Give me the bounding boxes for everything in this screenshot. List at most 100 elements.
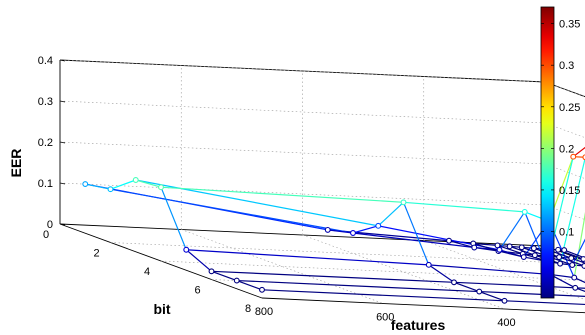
bit-tick-label: 4	[144, 266, 150, 278]
mesh-line-feature-400	[377, 201, 404, 227]
mesh-line-bit-6	[211, 270, 455, 283]
data-point	[556, 254, 563, 261]
mesh-line-feature-120	[572, 146, 585, 158]
axis-ticks: 00.10.20.30.4024680200400600800	[38, 55, 516, 329]
mesh-line-bit-7	[236, 279, 480, 293]
mesh-line-feature-200	[499, 211, 526, 251]
data-point	[400, 199, 407, 206]
mesh-line-bit-8	[504, 300, 585, 306]
data-point	[569, 262, 576, 268]
mesh-line-feature-800	[185, 249, 212, 272]
mesh-line-feature-100	[509, 245, 536, 256]
data-point	[208, 268, 215, 275]
axes-edge-4	[544, 81, 585, 98]
mesh-line-feature-160	[473, 242, 499, 252]
mesh-line-feature-10	[563, 249, 585, 259]
y-axis-label: features	[391, 317, 446, 333]
data-point	[451, 279, 457, 286]
mesh-line-bit-5	[186, 249, 429, 266]
axes-edge-8	[261, 297, 585, 314]
mesh-line-bit-2	[110, 188, 354, 234]
data-point	[506, 243, 513, 250]
mesh-line-bit-1	[473, 242, 498, 246]
mesh-line-feature-200	[474, 246, 500, 251]
grid-z-left-0.3	[59, 100, 546, 124]
data-point	[259, 286, 265, 293]
data-point	[555, 246, 562, 253]
mesh-line-bit-6	[453, 281, 576, 289]
bit-tick-label: 0	[43, 229, 49, 241]
grid-z-left-0.2	[59, 141, 546, 165]
bit-tick-label: 8	[245, 303, 251, 315]
z-tick-label: 0.3	[38, 96, 53, 108]
data-point	[531, 252, 538, 259]
grid-bit-floor-4	[160, 260, 585, 281]
z-axis-label: EER	[8, 149, 24, 178]
colorbar-tick-label: 0.35	[559, 19, 580, 31]
eer-mesh	[82, 146, 585, 306]
mesh-line-feature-400	[428, 264, 455, 283]
mesh-line-bit-2	[352, 232, 475, 249]
feature-tick-label: 400	[497, 317, 515, 329]
data-point	[530, 245, 537, 252]
data-point	[582, 154, 585, 161]
bit-tick-label: 6	[194, 285, 200, 297]
mesh-line-feature-60	[558, 256, 585, 267]
mesh-line-feature-400	[453, 281, 480, 293]
mesh-line-feature-160	[574, 277, 585, 284]
data-point	[324, 226, 331, 233]
mesh-line-feature-800	[85, 183, 111, 190]
mesh-line-feature-400	[479, 290, 505, 302]
data-point	[375, 222, 382, 229]
data-point	[158, 184, 164, 191]
mesh-line-feature-400	[352, 225, 379, 234]
data-point	[580, 256, 585, 262]
colorbar-tick-label: 0.1	[559, 226, 574, 238]
colorbar-tick-label: 0.15	[559, 185, 580, 197]
mesh-line-feature-120	[497, 244, 523, 255]
z-tick-mark	[59, 100, 66, 103]
data-point	[82, 181, 89, 188]
mesh-line-feature-160	[498, 250, 524, 258]
z-tick-label: 0	[47, 219, 53, 231]
data-point	[518, 244, 525, 251]
colorbar-gradient	[540, 6, 555, 299]
mesh-line-bit-5	[428, 264, 551, 276]
colorbar: 0.1 0.15 0.2 0.25 0.3 0.35	[540, 6, 580, 299]
data-point	[471, 244, 478, 251]
bit-tick-label: 2	[93, 248, 99, 260]
colorbar-tick-label: 0.25	[559, 102, 580, 114]
colorbar-tick-label: 0.3	[559, 60, 574, 72]
z-tick-label: 0.4	[38, 55, 53, 67]
axes-box	[59, 59, 585, 314]
data-point	[233, 277, 240, 284]
data-point	[446, 237, 452, 244]
data-point	[425, 261, 432, 268]
mesh-line-feature-400	[327, 229, 354, 234]
mesh-line-feature-100	[559, 157, 585, 264]
data-point	[521, 208, 528, 215]
mesh-line-bit-4	[160, 186, 404, 203]
z-tick-label: 0.2	[38, 137, 53, 149]
grid-z-left-0.4	[59, 59, 546, 83]
colorbar-tick-label: 0.2	[559, 143, 574, 155]
data-point	[183, 246, 190, 253]
mesh-line-bit-3	[135, 179, 379, 227]
data-point	[581, 263, 585, 269]
data-point	[572, 284, 579, 291]
data-point	[107, 186, 114, 193]
data-point	[557, 260, 564, 267]
mesh-line-feature-800	[160, 186, 187, 250]
data-point	[571, 274, 578, 281]
mesh-line-bit-8	[261, 289, 505, 302]
mesh-line-feature-800	[236, 279, 263, 291]
mesh-line-feature-800	[135, 179, 162, 188]
data-point	[496, 246, 503, 253]
mesh-line-feature-200	[448, 240, 475, 249]
mesh-line-bit-6	[575, 287, 585, 289]
mesh-line-feature-400	[402, 202, 430, 266]
data-point	[476, 288, 483, 295]
grid-bit-floor-2	[110, 242, 585, 265]
data-point	[568, 255, 575, 262]
